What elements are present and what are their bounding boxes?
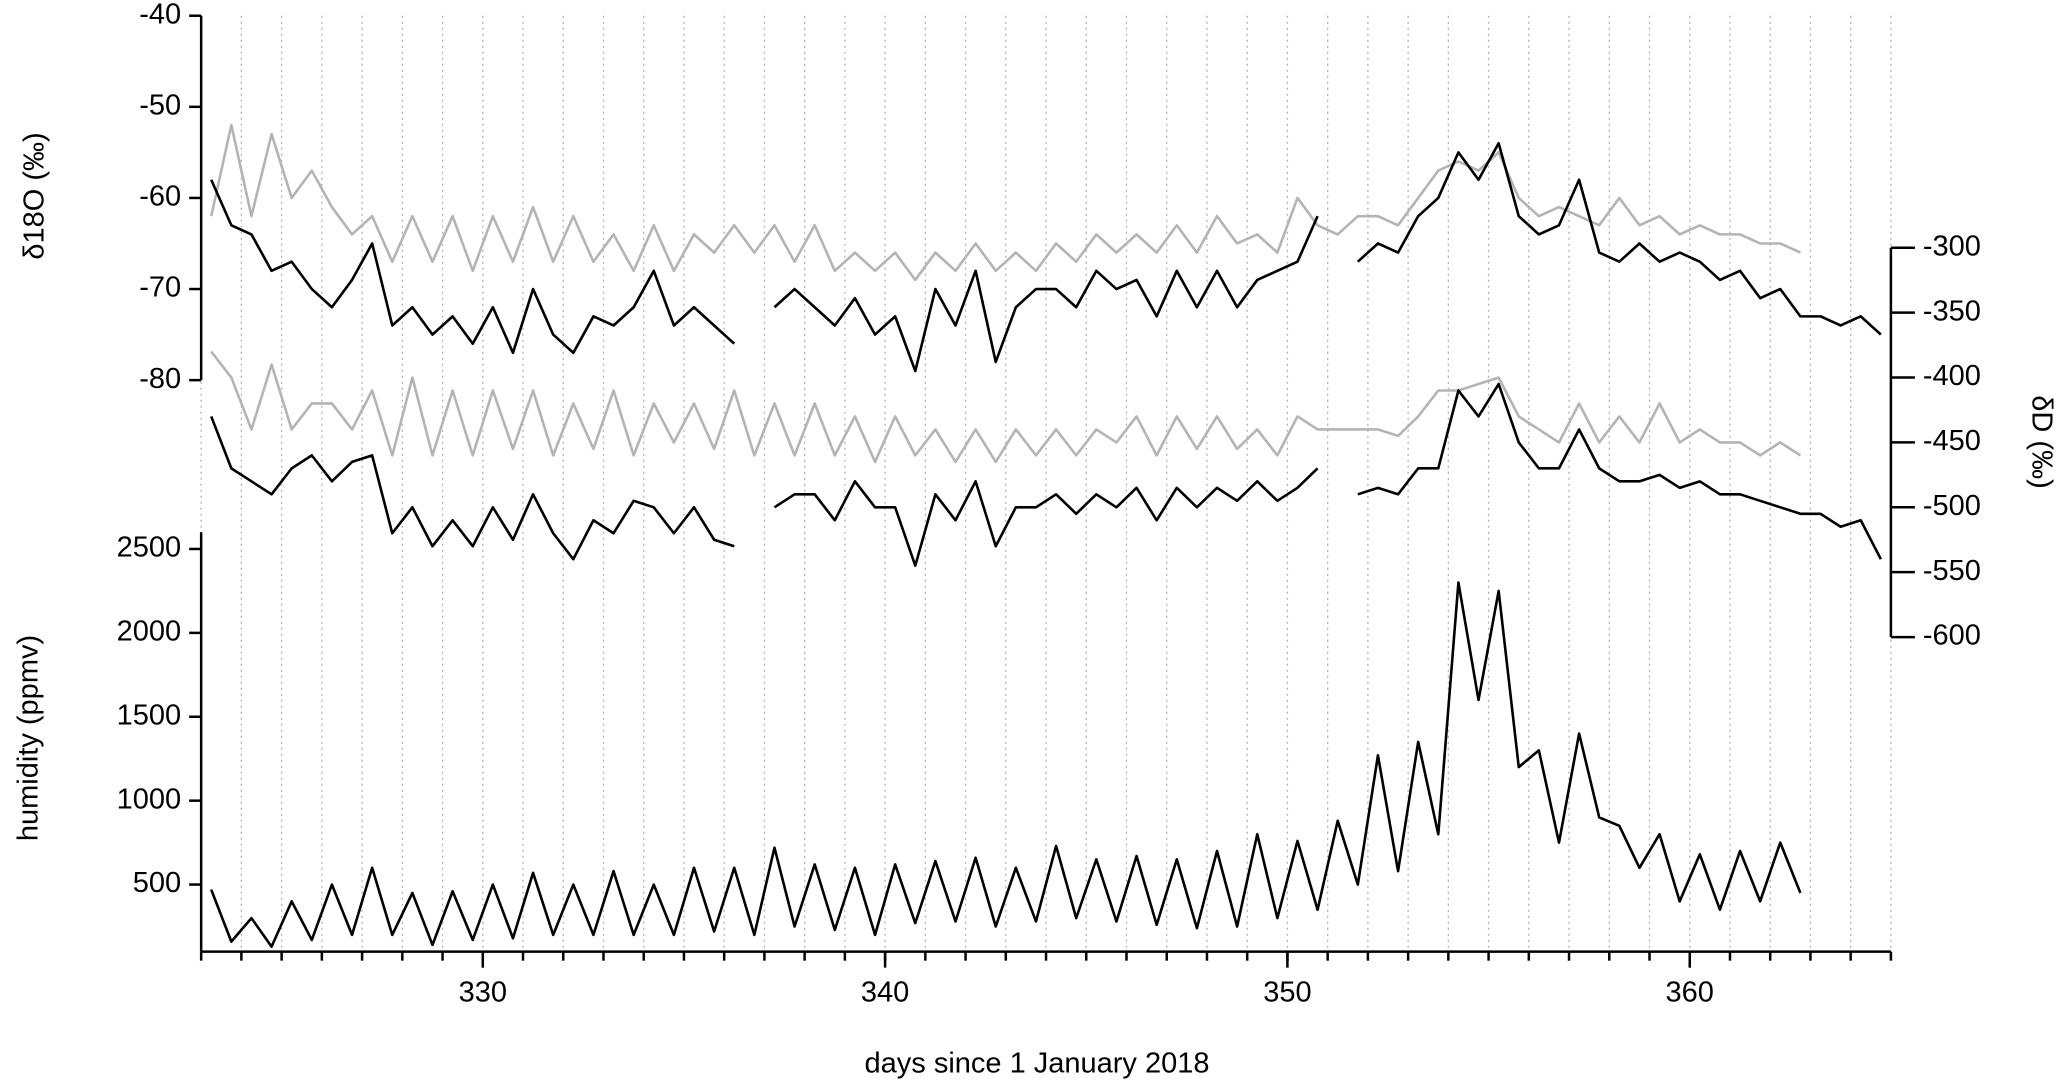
x-tick-label: 360	[1666, 976, 1714, 1008]
y3-tick-label: 2000	[117, 616, 182, 648]
x-tick-label: 330	[459, 976, 507, 1008]
y3-tick-label: 1500	[117, 699, 182, 731]
y2-tick-label: -550	[1923, 555, 1981, 587]
y-tick-label: -60	[139, 181, 181, 213]
y3-tick-label: 500	[133, 867, 181, 899]
y2-tick-label: -350	[1923, 295, 1981, 327]
x-tick-label: 350	[1263, 976, 1311, 1008]
y2-tick-label: -300	[1923, 230, 1981, 262]
y2-axis-title: δD (‰)	[2025, 395, 2057, 488]
data-line	[210, 141, 1882, 373]
y-tick-label: -50	[139, 89, 181, 121]
y2-tick-label: -600	[1923, 620, 1981, 652]
data-layer	[209, 123, 1882, 948]
y2-tick-label: -400	[1923, 360, 1981, 392]
y3-tick-label: 2500	[117, 532, 182, 564]
data-line	[209, 123, 1801, 282]
y-tick-label: -70	[139, 272, 181, 304]
y3-axis-title: humidity (ppmv)	[13, 635, 45, 841]
data-line	[210, 581, 1802, 948]
axis-layer: 330 340 350 360 -80 -70 -60 -50 -40 -600 -550 -500 -…	[117, 0, 1981, 1008]
y-axis-title: δ18O (‰)	[19, 132, 51, 259]
y2-tick-label: -500	[1923, 490, 1981, 522]
y2-tick-label: -450	[1923, 425, 1981, 457]
y3-tick-label: 1000	[117, 783, 182, 815]
data-line	[210, 350, 1802, 464]
data-line	[210, 382, 1882, 567]
x-axis-title: days since 1 January 2018	[865, 1048, 1210, 1080]
y-tick-label: -80	[139, 363, 181, 395]
y-tick-label: -40	[139, 0, 181, 30]
grid-layer	[200, 15, 1892, 952]
x-tick-label: 340	[861, 976, 909, 1008]
